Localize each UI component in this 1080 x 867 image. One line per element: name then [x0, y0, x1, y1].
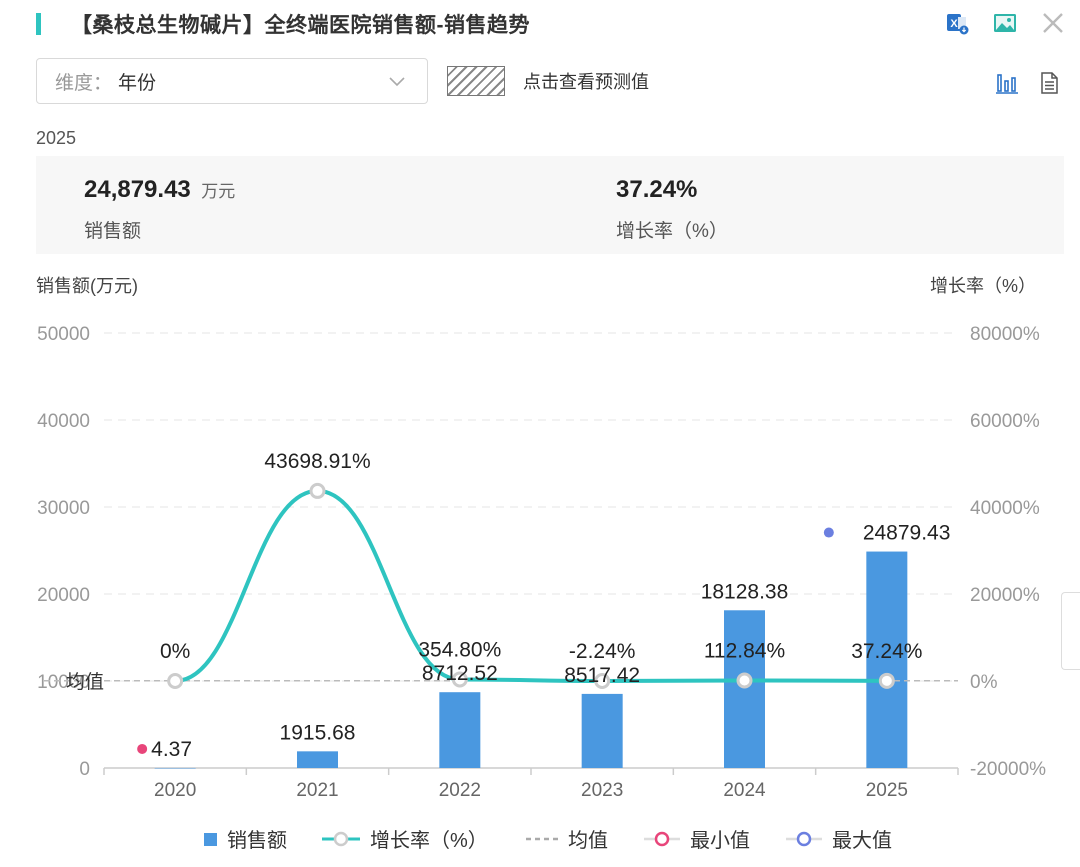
bar-value-label: 1915.68: [280, 721, 356, 744]
average-label: 均值: [66, 671, 104, 693]
dimension-select[interactable]: 维度： 年份: [36, 58, 428, 104]
y-right-tick-label: 80000%: [970, 324, 1040, 345]
growth-point: [309, 482, 326, 499]
y-right-tick-label: 60000%: [970, 411, 1040, 432]
bar: [297, 751, 338, 768]
growth-label: 增长率（%）: [616, 221, 728, 242]
legend-label: 最大值: [832, 829, 892, 852]
growth-point: [594, 673, 611, 690]
bar: [581, 693, 623, 768]
bar-value-label: 24879.43: [863, 522, 951, 545]
legend-label: 增长率（%）: [370, 829, 488, 852]
x-tick-label: 2024: [723, 780, 766, 801]
y-left-tick-label: 20000: [37, 585, 90, 606]
x-tick-label: 2021: [296, 780, 338, 801]
x-tick-label: 2023: [581, 780, 623, 801]
y-left-tick-label: 50000: [37, 324, 90, 345]
svg-text:X: X: [950, 18, 958, 30]
bar: [866, 551, 908, 768]
y-right-tick-label: 0%: [970, 672, 998, 693]
view-switch: [994, 70, 1062, 96]
growth-point: [878, 672, 895, 689]
sales-label: 销售额: [84, 221, 142, 242]
excel-export-icon[interactable]: X: [944, 10, 970, 36]
y-left-tick-label: 10000: [37, 672, 90, 693]
growth-value-label: -2.24%: [569, 640, 636, 663]
growth-value-label: 112.84%: [704, 640, 785, 663]
y-left-axis-title: 销售额(万元): [36, 276, 138, 296]
dimension-label: 维度：: [55, 72, 113, 94]
close-icon[interactable]: [1040, 10, 1066, 36]
growth-value-label: 37.24%: [851, 640, 922, 663]
x-tick-label: 2020: [154, 780, 196, 801]
sales-unit: 万元: [201, 182, 236, 201]
growth-value: 37.24%: [616, 176, 698, 203]
bar-value-label: 8517.42: [564, 664, 640, 687]
y-right-tick-label: 40000%: [970, 498, 1040, 519]
y-left-tick-label: 40000: [37, 411, 90, 432]
y-left-tick-label: 30000: [37, 498, 90, 519]
title-accent: [36, 13, 41, 35]
forecast-toggle[interactable]: 点击查看预测值: [447, 66, 649, 96]
summary-year: 2025: [36, 128, 77, 148]
chevron-down-icon: [387, 71, 407, 96]
growth-point: [736, 672, 753, 689]
legend-label: 销售额: [227, 829, 287, 852]
y-left-tick-label: 0: [79, 759, 90, 780]
legend-line-marker: [333, 831, 349, 847]
growth-stat: 37.24% 增长率（%）: [616, 176, 728, 243]
growth-point: [451, 671, 468, 688]
legend-bar-swatch: [204, 833, 217, 846]
bar-value-label: 18128.38: [701, 580, 789, 603]
sales-value: 24,879.43: [84, 176, 191, 203]
bar-value-label: 4.37: [151, 738, 192, 761]
bar-chart-icon[interactable]: [994, 70, 1020, 96]
top-toolbar: X: [944, 10, 1066, 36]
bar-value-label: 8712.52: [422, 662, 498, 685]
x-tick-label: 2025: [866, 780, 908, 801]
chart-title-bar: 【桑枝总生物碱片】全终端医院销售额-销售趋势: [36, 10, 530, 38]
min-marker: [137, 743, 148, 754]
forecast-label: 点击查看预测值: [523, 72, 649, 92]
bar: [724, 610, 765, 768]
forecast-hatch-icon: [447, 66, 505, 96]
y-right-tick-label: 20000%: [970, 585, 1040, 606]
growth-value-label: 354.80%: [418, 638, 501, 661]
bar: [154, 767, 196, 769]
table-view-icon[interactable]: [1036, 70, 1062, 96]
growth-value-label: 0%: [160, 640, 190, 663]
growth-point: [167, 673, 184, 689]
legend-label: 最小值: [690, 829, 750, 852]
x-tick-label: 2022: [439, 780, 481, 801]
dimension-value: 年份: [118, 72, 157, 94]
legend-max-marker: [796, 831, 812, 847]
max-marker: [823, 527, 834, 538]
image-export-icon[interactable]: [992, 10, 1018, 36]
legend-label: 均值: [568, 829, 608, 852]
y-right-axis-title: 增长率（%）: [930, 276, 1036, 296]
sales-stat: 24,879.43 万元 销售额: [84, 176, 235, 243]
y-right-tick-label: -20000%: [970, 759, 1046, 780]
side-drawer-handle[interactable]: [1061, 592, 1080, 670]
summary-panel: 24,879.43 万元 销售额 37.24% 增长率（%）: [36, 156, 1064, 254]
sales-trend-chart: 销售额(万元) 增长率（%） 0 10000 20000 30000 40000 50000 -…: [36, 276, 1046, 852]
legend-min-marker: [654, 831, 670, 847]
growth-value-label: 43698.91%: [264, 450, 370, 473]
page-title: 【桑枝总生物碱片】全终端医院销售额-销售趋势: [71, 14, 530, 37]
bar: [439, 692, 481, 768]
